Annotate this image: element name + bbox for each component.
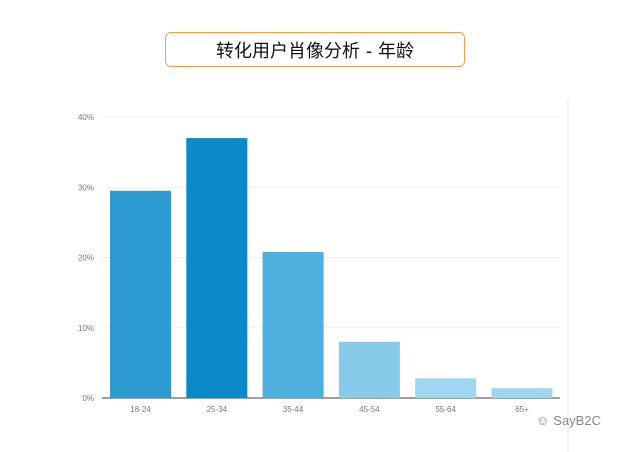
x-tick-label: 65+ [515, 405, 529, 414]
y-tick-label: 40% [78, 113, 94, 122]
y-tick-label: 30% [78, 183, 94, 192]
bar-45-54 [338, 341, 400, 398]
chart-title: 转化用户肖像分析 - 年龄 [165, 32, 465, 67]
wechat-icon: ☺ [536, 413, 550, 428]
x-tick-label: 35-44 [283, 405, 304, 414]
x-tick-label: 45-54 [359, 405, 380, 414]
bar-35-44 [262, 251, 324, 398]
bar-55-64 [415, 378, 477, 398]
bar-25-34 [186, 138, 248, 398]
bar-65+ [491, 388, 553, 398]
x-tick-label: 18-24 [130, 405, 151, 414]
y-tick-label: 0% [82, 394, 94, 403]
y-tick-label: 20% [78, 254, 94, 263]
x-tick-label: 55-64 [435, 405, 456, 414]
watermark: ☺ SayB2C [536, 413, 601, 428]
y-tick-label: 10% [78, 324, 94, 333]
bar-18-24 [110, 190, 171, 398]
x-tick-label: 25-34 [207, 405, 228, 414]
